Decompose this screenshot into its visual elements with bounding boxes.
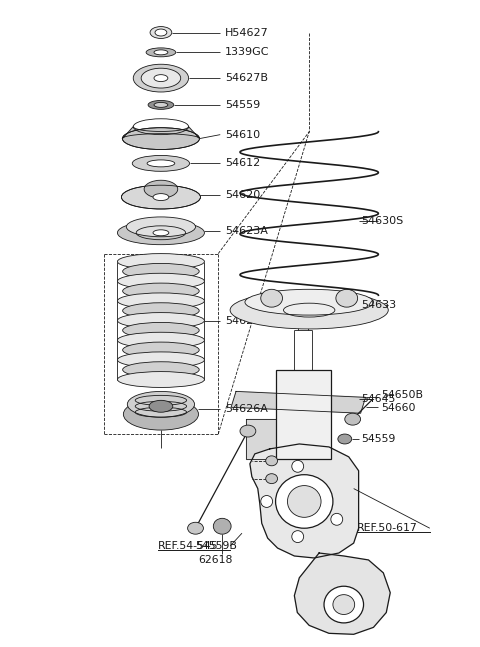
Ellipse shape <box>148 100 174 109</box>
Ellipse shape <box>123 263 199 280</box>
Ellipse shape <box>123 399 199 430</box>
Ellipse shape <box>123 342 199 358</box>
Ellipse shape <box>150 27 172 38</box>
Ellipse shape <box>149 400 173 412</box>
Ellipse shape <box>118 352 204 367</box>
Ellipse shape <box>213 518 231 534</box>
Ellipse shape <box>133 64 189 92</box>
Ellipse shape <box>122 127 200 149</box>
Ellipse shape <box>266 474 277 483</box>
Ellipse shape <box>118 313 204 329</box>
Ellipse shape <box>118 333 204 348</box>
Bar <box>276 369 331 459</box>
Ellipse shape <box>153 193 169 201</box>
Text: 54650B: 54650B <box>381 390 423 400</box>
Text: 62618: 62618 <box>199 555 233 565</box>
Text: 54612: 54612 <box>225 159 261 168</box>
Ellipse shape <box>154 102 168 107</box>
Polygon shape <box>294 553 390 634</box>
Ellipse shape <box>126 217 195 237</box>
Ellipse shape <box>123 362 199 378</box>
Ellipse shape <box>147 160 175 167</box>
Text: REF.50-617: REF.50-617 <box>357 523 418 533</box>
Ellipse shape <box>132 155 190 171</box>
Ellipse shape <box>154 50 168 55</box>
Ellipse shape <box>127 391 194 417</box>
Text: 1339GC: 1339GC <box>225 47 270 58</box>
Ellipse shape <box>324 586 363 623</box>
Text: 54630S: 54630S <box>361 216 404 226</box>
Ellipse shape <box>261 289 283 307</box>
Ellipse shape <box>141 68 180 88</box>
Text: 54660: 54660 <box>381 403 416 413</box>
Ellipse shape <box>292 531 304 543</box>
Ellipse shape <box>245 289 373 315</box>
Ellipse shape <box>336 289 358 307</box>
Ellipse shape <box>240 425 256 437</box>
Polygon shape <box>246 419 276 459</box>
Ellipse shape <box>261 496 273 507</box>
Ellipse shape <box>230 291 388 329</box>
Text: H54627: H54627 <box>225 28 269 38</box>
Ellipse shape <box>276 475 333 528</box>
Ellipse shape <box>331 513 343 525</box>
Ellipse shape <box>153 230 169 236</box>
Text: 54627B: 54627B <box>225 73 268 83</box>
Ellipse shape <box>118 371 204 388</box>
Ellipse shape <box>123 283 199 299</box>
Ellipse shape <box>121 185 201 209</box>
Text: 54559: 54559 <box>225 100 261 110</box>
Polygon shape <box>122 127 200 138</box>
Text: 54623A: 54623A <box>225 226 268 236</box>
Ellipse shape <box>118 254 204 269</box>
Ellipse shape <box>345 413 360 425</box>
Text: 54645: 54645 <box>361 394 396 404</box>
Ellipse shape <box>146 48 176 57</box>
Text: 54625B: 54625B <box>225 316 268 325</box>
Text: 54559B: 54559B <box>195 541 238 551</box>
Ellipse shape <box>144 181 178 198</box>
Ellipse shape <box>288 486 321 518</box>
Polygon shape <box>231 391 366 413</box>
Ellipse shape <box>266 456 277 466</box>
Text: 54633: 54633 <box>361 300 396 310</box>
Ellipse shape <box>338 434 352 444</box>
Text: 54620: 54620 <box>225 190 261 200</box>
Text: 54610: 54610 <box>225 129 260 140</box>
Text: 54626A: 54626A <box>225 404 268 414</box>
Ellipse shape <box>118 221 204 245</box>
Ellipse shape <box>123 322 199 338</box>
Ellipse shape <box>118 293 204 309</box>
Polygon shape <box>250 444 359 558</box>
Ellipse shape <box>118 273 204 289</box>
Text: REF.54-545: REF.54-545 <box>158 541 218 551</box>
Ellipse shape <box>188 522 204 534</box>
Ellipse shape <box>155 29 167 36</box>
Text: 54559: 54559 <box>361 434 396 444</box>
Ellipse shape <box>292 461 304 472</box>
Ellipse shape <box>154 74 168 82</box>
Ellipse shape <box>333 595 355 615</box>
Ellipse shape <box>123 303 199 318</box>
